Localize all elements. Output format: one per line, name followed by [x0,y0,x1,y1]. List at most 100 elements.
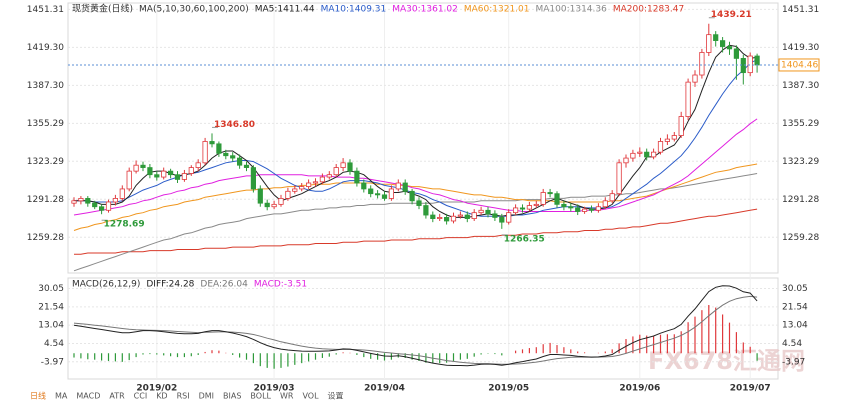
candle-body [526,205,533,210]
ma-line [74,208,758,255]
candle-body [85,198,91,204]
annotation-label: 1278.69 [104,220,145,230]
candle-body [588,208,595,211]
y-tick-label: 1419.30 [782,43,819,53]
candle-body [644,151,650,158]
candle-body [395,182,401,190]
candle-body [105,201,112,211]
x-tick-label: 2019/05 [488,384,529,394]
candle-body [437,217,443,219]
toolbar-tab[interactable]: CCI [134,392,148,400]
x-tick-label: 2019/06 [619,384,660,394]
annotation-label: 1439.21 [711,10,752,20]
y-tick-label: 1291.28 [782,195,819,205]
legend-entry: MA60:1321.01 [464,5,530,15]
candle-body [402,182,408,192]
toolbar-tab[interactable]: VOL [302,392,319,400]
candle-body [671,135,677,140]
candle-body [368,188,374,195]
candle-body [361,182,367,190]
candle-body [312,181,319,184]
candle-body [202,141,208,164]
candle-body [416,200,422,206]
y-tick-label: 13.04 [38,321,64,331]
candle-body [630,152,636,159]
candle-body [243,164,250,168]
y-tick-label: 1451.31 [27,5,64,15]
legend-entry: DIFF:24.28 [146,280,194,290]
candle-body [292,188,298,192]
y-tick-label: 4.54 [44,339,64,349]
candle-body [616,162,622,195]
candle-body [409,190,415,202]
candle-body [471,212,477,220]
candle-body [112,198,118,203]
last-price-box [778,58,820,72]
candle-body [706,34,712,53]
candle-body [71,200,77,204]
candle-body [533,203,539,206]
toolbar-tab[interactable]: MA [55,392,68,400]
candle-body [278,198,284,205]
candle-body [568,206,574,209]
x-tick-label: 2019/07 [730,384,771,394]
toolbar-tab[interactable]: BIAS [223,392,241,400]
candle-body [140,164,146,168]
candle-body [561,203,567,208]
candle-body [443,217,450,222]
candle-body [740,58,746,74]
ma-line [74,44,758,218]
y-tick-label: -3.97 [41,357,64,367]
candle-body [333,167,339,176]
candle-body [547,192,553,195]
toolbar-tab[interactable]: 设置 [328,391,344,400]
main-frame [67,2,779,274]
candle-body [423,205,429,216]
y-tick-label: 1387.30 [27,81,64,91]
legend-entry: MACD:-3.51 [254,280,307,290]
y-tick-label: 21.54 [782,302,808,312]
candle-body [195,162,201,168]
legend-entry: MA(5,10,30,60,100,200) [139,5,249,15]
ma-line [73,163,758,231]
candle-body [430,214,436,219]
legend-entry: MA10:1409.31 [321,5,387,15]
candle-body [126,170,132,190]
candle-body [726,46,733,50]
toolbar-tab[interactable]: WR [280,392,294,400]
toolbar-tab[interactable]: RSI [177,392,190,400]
candle-body [637,151,643,154]
ma-line [73,173,758,272]
y-tick-label: 1323.29 [782,157,819,167]
y-tick-label: 1419.30 [27,43,64,53]
toolbar-tab[interactable]: 日线 [30,391,46,400]
y-tick-label: 1259.28 [782,233,819,243]
candle-body [374,193,381,196]
candle-body [554,193,560,205]
legend-entry: MA5:1411.44 [255,5,315,15]
candle-body [147,167,153,176]
candle-body [602,200,608,208]
y-tick-label: 21.54 [38,302,64,312]
legend-entry: MACD(26,12,9) [72,280,140,290]
candle-body [623,157,629,164]
candle-body [188,167,194,174]
candle-body [747,55,753,74]
toolbar-tab[interactable]: DMI [199,392,214,400]
y-tick-label: 1355.29 [782,119,819,129]
candle-body [388,188,395,199]
candle-body [92,202,98,208]
y-tick-label: 30.05 [782,284,808,294]
toolbar-tab[interactable]: BOLL [250,392,271,400]
x-tick-label: 2019/02 [136,384,177,394]
candle-body [664,138,671,142]
candle-body [354,170,360,184]
candle-body [119,188,125,199]
toolbar-tab[interactable]: MACD [76,392,100,400]
toolbar-tab[interactable]: KD [156,392,167,400]
toolbar-tab[interactable]: ATR [109,392,125,400]
candle-body [540,192,546,205]
candle-body [678,116,684,136]
candle-body [692,74,698,83]
